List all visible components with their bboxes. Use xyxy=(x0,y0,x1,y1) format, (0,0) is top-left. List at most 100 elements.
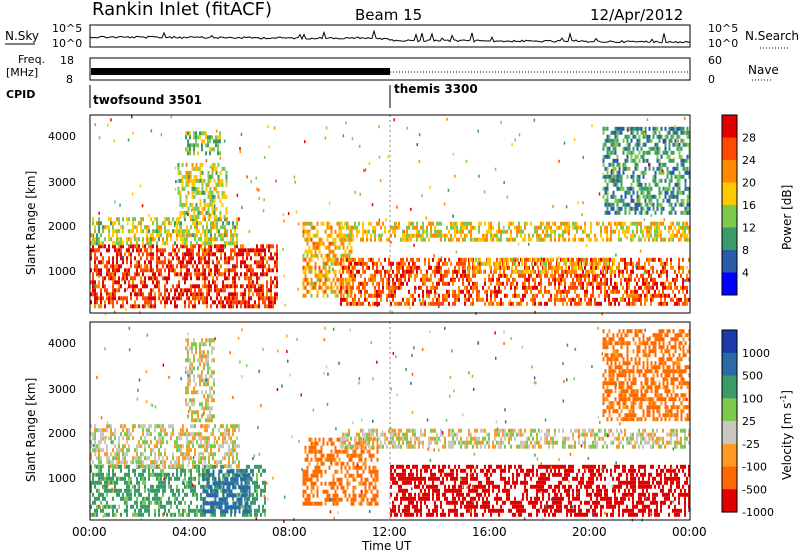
range-gate-cell xyxy=(648,138,651,143)
range-gate-cell xyxy=(602,162,605,167)
range-gate-cell xyxy=(226,284,228,289)
range-gate-cell xyxy=(363,169,365,173)
range-gate-cell xyxy=(658,273,660,278)
range-gate-cell xyxy=(488,285,490,290)
range-gate-cell xyxy=(517,263,519,267)
range-gate-cell xyxy=(561,265,563,270)
range-gate-cell xyxy=(670,281,672,286)
range-gate-cell xyxy=(650,138,653,143)
range-gate-cell xyxy=(384,257,386,262)
range-gate-cell xyxy=(242,485,245,490)
range-gate-cell xyxy=(240,248,242,253)
range-gate-cell xyxy=(234,480,236,485)
range-gate-cell xyxy=(604,297,606,302)
range-gate-cell xyxy=(200,260,202,265)
range-gate-cell xyxy=(230,284,232,289)
range-gate-cell xyxy=(160,484,162,489)
range-gate-cell xyxy=(110,272,112,277)
range-gate-cell xyxy=(140,276,142,281)
range-gate-cell xyxy=(136,304,138,309)
range-gate-cell xyxy=(244,296,246,301)
range-gate-cell xyxy=(324,281,327,286)
range-gate-cell xyxy=(146,248,148,253)
range-gate-cell xyxy=(334,261,337,266)
range-gate-cell xyxy=(636,206,639,211)
range-gate-cell xyxy=(152,221,154,226)
range-gate-cell xyxy=(196,292,198,297)
range-gate-cell xyxy=(174,229,176,234)
range-gate-cell xyxy=(654,277,656,282)
range-gate-cell xyxy=(582,155,584,159)
range-gate-cell xyxy=(640,186,643,191)
range-gate-cell xyxy=(158,248,160,253)
range-gate-cell xyxy=(638,202,641,207)
range-gate-cell xyxy=(214,237,216,242)
range-gate-cell xyxy=(624,289,626,294)
range-gate-cell xyxy=(610,206,613,211)
range-gate-cell xyxy=(114,229,116,234)
range-gate-cell xyxy=(194,288,196,293)
range-gate-cell xyxy=(236,260,238,265)
range-gate-cell xyxy=(258,292,260,297)
range-gate-cell xyxy=(322,221,325,226)
range-gate-cell xyxy=(406,229,408,234)
range-gate-cell xyxy=(562,289,564,294)
range-gate-cell xyxy=(310,285,313,290)
range-gate-cell xyxy=(170,488,172,493)
range-gate-cell xyxy=(374,225,376,230)
range-gate-cell xyxy=(168,229,170,234)
noise-right-tick-top: 10^5 xyxy=(708,22,738,35)
range-gate-cell xyxy=(482,233,484,238)
range-gate-cell xyxy=(116,256,118,261)
range-gate-cell xyxy=(634,162,637,167)
range-gate-cell xyxy=(609,265,611,270)
range-gate-cell xyxy=(162,484,164,489)
range-gate-cell xyxy=(608,134,611,139)
range-gate-cell xyxy=(678,261,680,266)
range-gate-cell xyxy=(636,221,638,226)
range-gate-cell xyxy=(158,288,160,293)
range-gate-cell xyxy=(440,257,442,262)
range-gate-cell xyxy=(342,269,344,274)
range-gate-cell xyxy=(205,202,208,207)
range-gate-cell xyxy=(188,504,190,509)
range-gate-cell xyxy=(146,237,148,242)
range-gate-cell xyxy=(134,276,136,281)
range-gate-cell xyxy=(664,194,667,199)
range-gate-cell xyxy=(660,162,663,167)
range-gate-cell xyxy=(336,257,339,262)
range-gate-cell xyxy=(618,301,620,306)
range-gate-cell xyxy=(632,233,634,238)
range-gate-cell xyxy=(540,233,542,238)
range-gate-cell xyxy=(342,233,344,238)
range-gate-cell xyxy=(232,221,234,226)
range-gate-cell xyxy=(208,468,210,473)
range-gate-cell xyxy=(100,252,102,257)
range-gate-cell xyxy=(610,138,613,143)
range-gate-cell xyxy=(108,300,110,305)
range-gate-cell xyxy=(664,134,667,139)
range-gate-cell xyxy=(424,257,426,262)
range-gate-cell xyxy=(670,261,672,266)
range-gate-cell xyxy=(638,237,640,242)
range-gate-cell xyxy=(108,217,110,222)
range-gate-cell xyxy=(500,233,502,238)
range-gate-cell xyxy=(574,297,576,302)
range-gate-cell xyxy=(528,233,530,238)
range-gate-cell xyxy=(124,272,126,277)
range-gate-cell xyxy=(112,221,114,226)
range-gate-cell xyxy=(572,225,574,230)
range-gate-cell xyxy=(136,296,138,301)
range-gate-cell xyxy=(218,477,221,482)
range-gate-cell xyxy=(672,237,674,242)
range-gate-cell xyxy=(226,241,228,246)
range-gate-cell xyxy=(225,174,228,179)
range-gate-cell xyxy=(112,468,114,473)
range-gate-cell xyxy=(202,272,204,277)
range-gate-cell xyxy=(664,146,667,151)
range-gate-cell xyxy=(672,233,674,238)
range-gate-cell xyxy=(246,264,248,269)
range-gate-cell xyxy=(90,292,92,297)
range-gate-cell xyxy=(660,237,662,242)
range-gate-cell xyxy=(616,158,619,163)
